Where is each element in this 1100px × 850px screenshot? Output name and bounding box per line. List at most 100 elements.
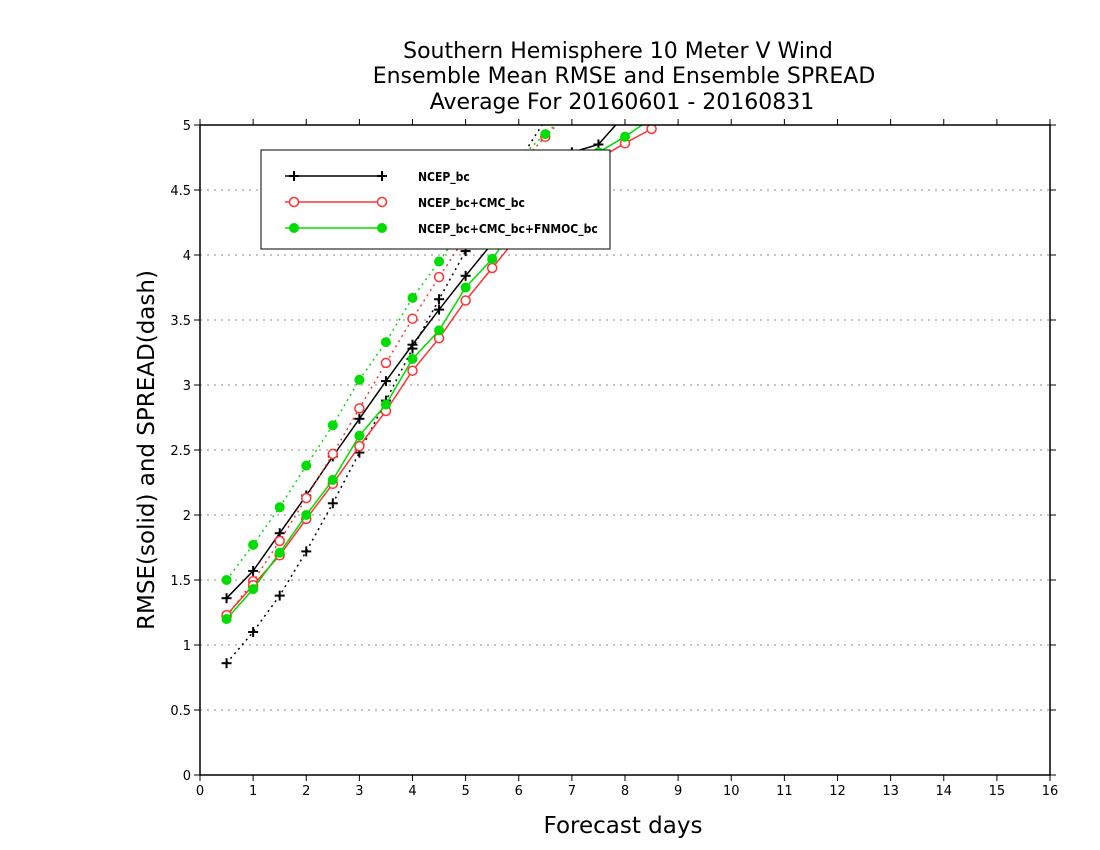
data-point-ncep-bc-cmc-bc-spread: [354, 403, 365, 414]
x-axis-ticks: 0 1 2 3 4 5 6 7 8 9 10 11 12 13 14 15 16: [196, 119, 1058, 799]
x-tick-label: 16: [1042, 784, 1059, 799]
series-ncep-bc-cmc-bc-fnmoc-bc: [221, 114, 656, 624]
chart-title-line-3: Average For 20160601 - 20160831: [430, 90, 815, 115]
data-point-ncep-bc-spread: [301, 546, 312, 557]
data-point-ncep-bc-cmc-bc-spread: [327, 448, 339, 460]
y-tick-label: 5: [183, 119, 191, 134]
data-point-ncep-bc-cmc-bc-fnmoc-bc-rmse: [487, 253, 498, 264]
data-point-ncep-bc-rmse: [407, 339, 418, 350]
data-point-ncep-bc-cmc-bc-fnmoc-bc-spread: [274, 502, 285, 513]
x-tick-label: 6: [515, 784, 523, 799]
y-tick-label: 3: [183, 379, 191, 394]
y-tick-label: 2.5: [170, 444, 191, 459]
y-tick-label: 1.5: [170, 574, 191, 589]
legend-marker-start: [289, 223, 299, 233]
legend-label: NCEP_bc+CMC_bc+FNMOC_bc: [418, 222, 598, 237]
data-point-ncep-bc-cmc-bc-fnmoc-bc-spread: [434, 256, 445, 267]
data-point-ncep-bc-rmse: [221, 593, 232, 604]
plot-area: 00.511.522.533.544.55 0 1 2 3 4 5 6 7 8 9 10 11 12 13…: [170, 114, 1058, 799]
data-point-ncep-bc-cmc-bc-rmse: [407, 365, 418, 376]
y-axis-ticks: 0 0.5 1 1.5 2 2.5 3 3.5 4 4.5 5: [170, 119, 1056, 784]
legend-entry-ncep-bc: NCEP_bc: [285, 170, 470, 185]
data-point-ncep-bc-cmc-bc-rmse: [646, 125, 657, 135]
data-point-ncep-bc-cmc-bc-fnmoc-bc-spread: [407, 292, 418, 303]
x-tick-label: 15: [989, 784, 1006, 799]
x-tick-label: 12: [829, 784, 846, 799]
y-tick-label: 3.5: [170, 314, 191, 329]
x-tick-label: 14: [935, 784, 952, 799]
data-point-ncep-bc-cmc-bc-rmse: [354, 440, 365, 452]
x-tick-label: 5: [461, 784, 469, 799]
data-point-ncep-bc-spread: [274, 590, 285, 601]
x-tick-label: 8: [621, 784, 629, 799]
legend-label: NCEP_bc: [418, 170, 470, 185]
legend-entry-ncep-bc-cmc-bc-fnmoc-bc: NCEP_bc+CMC_bc+FNMOC_bc: [285, 222, 598, 237]
data-point-ncep-bc-rmse: [248, 565, 259, 576]
y-tick-label: 0: [183, 769, 191, 784]
y-tick-label: 2: [183, 509, 191, 524]
x-tick-label: 7: [568, 784, 576, 799]
data-point-ncep-bc-cmc-bc-fnmoc-bc-rmse: [407, 354, 418, 364]
data-point-ncep-bc-cmc-bc-fnmoc-bc-rmse: [620, 131, 630, 142]
data-point-ncep-bc-cmc-bc-spread: [380, 357, 392, 369]
data-point-ncep-bc-cmc-bc-spread: [274, 535, 285, 547]
data-point-ncep-bc-spread: [248, 627, 259, 637]
legend-marker-end: [377, 223, 387, 233]
chart-title-line-1: Southern Hemisphere 10 Meter V Wind: [403, 39, 833, 64]
data-point-ncep-bc-spread: [221, 658, 232, 669]
x-axis-label: Forecast days: [544, 813, 703, 839]
data-point-ncep-bc-cmc-bc-fnmoc-bc-spread: [540, 129, 551, 140]
x-tick-label: 2: [302, 784, 310, 799]
data-point-ncep-bc-cmc-bc-spread: [433, 271, 445, 283]
data-point-ncep-bc-cmc-bc-fnmoc-bc-rmse: [647, 114, 656, 123]
data-point-ncep-bc-cmc-bc-spread: [407, 313, 418, 324]
data-point-ncep-bc-cmc-bc-fnmoc-bc-rmse: [380, 399, 391, 410]
data-point-ncep-bc-cmc-bc-fnmoc-bc-rmse: [301, 510, 312, 520]
data-point-ncep-bc-rmse: [434, 304, 445, 315]
chart-title: Southern Hemisphere 10 Meter V Wind Ense…: [373, 39, 876, 115]
legend-marker-end: [377, 171, 387, 181]
y-axis-label: RMSE(solid) and SPREAD(dash): [134, 270, 160, 630]
y-tick-label: 4.5: [170, 184, 191, 199]
legend: NCEP_bc NCEP_bc+CMC_bc NCEP_bc+CMC_bc+FNMO…: [260, 149, 611, 250]
series-ncep-bc-spread-line: [226, 125, 543, 664]
data-point-ncep-bc-cmc-bc-fnmoc-bc-rmse: [248, 584, 259, 595]
x-tick-label: 9: [674, 784, 682, 799]
data-point-ncep-bc-cmc-bc-fnmoc-bc-spread: [354, 374, 365, 385]
legend-marker-end: [376, 196, 388, 208]
x-tick-label: 3: [355, 784, 363, 799]
data-point-ncep-bc-cmc-bc-fnmoc-bc-rmse: [434, 325, 445, 336]
x-tick-label: 10: [723, 784, 740, 799]
x-tick-label: 1: [249, 784, 257, 799]
data-point-ncep-bc-cmc-bc-fnmoc-bc-rmse: [327, 474, 338, 485]
legend-marker-start: [288, 196, 300, 208]
y-tick-label: 1: [183, 639, 191, 654]
data-point-ncep-bc-rmse: [460, 270, 471, 281]
data-point-ncep-bc-cmc-bc-rmse: [486, 262, 498, 274]
data-point-ncep-bc-cmc-bc-fnmoc-bc-spread: [380, 337, 391, 348]
legend-box: [260, 149, 611, 250]
data-point-ncep-bc-cmc-bc-spread: [301, 492, 312, 504]
data-point-ncep-bc-cmc-bc-fnmoc-bc-rmse: [354, 430, 365, 441]
data-point-ncep-bc-cmc-bc-fnmoc-bc-rmse: [274, 547, 285, 558]
data-point-ncep-bc-cmc-bc-rmse: [460, 295, 471, 306]
x-tick-label: 13: [882, 784, 899, 799]
gridlines: [200, 189, 1050, 711]
data-point-ncep-bc-cmc-bc-fnmoc-bc-rmse: [460, 282, 471, 293]
chart-title-line-2: Ensemble Mean RMSE and Ensemble SPREAD: [373, 64, 876, 89]
data-point-ncep-bc-cmc-bc-fnmoc-bc-spread: [327, 420, 338, 431]
data-point-ncep-bc-spread: [327, 498, 338, 509]
data-point-ncep-bc-rmse: [354, 413, 365, 424]
data-point-ncep-bc-spread: [434, 294, 445, 305]
x-tick-label: 4: [408, 784, 416, 799]
legend-marker-start: [289, 171, 299, 181]
legend-entry-ncep-bc-cmc-bc: NCEP_bc+CMC_bc: [285, 196, 525, 211]
data-point-ncep-bc-cmc-bc-fnmoc-bc-spread: [301, 460, 312, 471]
y-tick-label: 4: [183, 249, 191, 264]
data-point-ncep-bc-cmc-bc-fnmoc-bc-spread: [221, 575, 232, 585]
x-tick-label: 11: [776, 784, 793, 799]
x-tick-label: 0: [196, 784, 204, 799]
data-point-ncep-bc-cmc-bc-fnmoc-bc-rmse: [221, 614, 232, 624]
legend-label: NCEP_bc+CMC_bc: [418, 196, 525, 211]
